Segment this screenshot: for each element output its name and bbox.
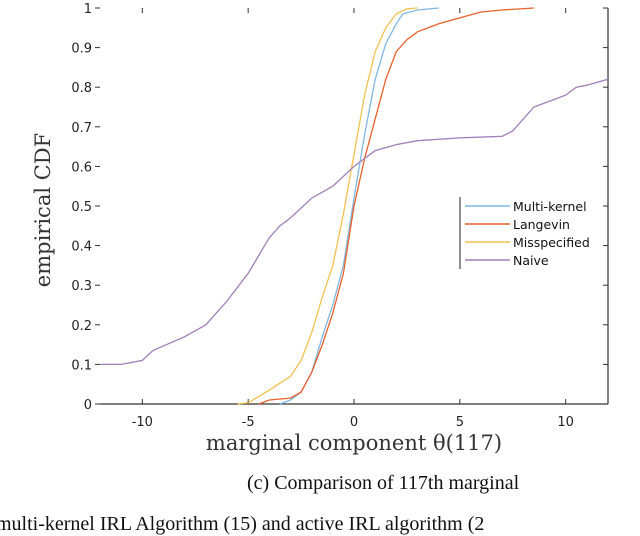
x-tick-label: -5 [242, 415, 255, 430]
legend-label: Langevin [513, 217, 570, 232]
series-line-naive [100, 78, 609, 366]
legend: Multi-kernel Langevin Misspecified Naive [459, 197, 590, 269]
y-tick-label: 0.4 [71, 240, 92, 255]
x-tick-label: 5 [456, 415, 464, 430]
y-tick-label: 0.7 [71, 121, 92, 136]
legend-label: Multi-kernel [513, 199, 587, 214]
y-tick-label: 0.6 [71, 160, 92, 175]
y-tick-label: 0.9 [71, 42, 92, 57]
series-lines [100, 7, 609, 405]
axes: -10 -5 0 5 10 0 0.1 0.2 0.3 0.4 0.5 0.6 0.7 0.8 0.9 1 [71, 2, 609, 430]
body-text: multi-kernel IRL Algorithm (15) and acti… [0, 513, 485, 535]
series-line-langevin [258, 7, 534, 405]
y-tick-label: 0.5 [71, 200, 92, 215]
y-tick-label: 1 [84, 2, 92, 17]
x-tick-label: 10 [557, 415, 574, 430]
x-axis-label: marginal component θ(117) [206, 431, 502, 455]
legend-label: Misspecified [513, 235, 590, 250]
y-tick-label: 0.3 [71, 279, 92, 294]
x-tick-label: -10 [132, 415, 153, 430]
legend-label: Naive [513, 253, 549, 268]
y-tick-label: 0 [84, 398, 92, 413]
y-axis-label: empirical CDF [31, 133, 55, 287]
y-tick-label: 0.2 [71, 319, 92, 334]
y-tick-label: 0.8 [71, 81, 92, 96]
y-tick-label: 0.1 [71, 358, 92, 373]
figure-caption: (c) Comparison of 117th marginal [247, 472, 520, 494]
x-tick-label: 0 [350, 415, 358, 430]
series-line-misspecified [237, 7, 418, 405]
cdf-chart: -10 -5 0 5 10 0 0.1 0.2 0.3 0.4 0.5 0.6 0.7 0.8 0.9 1 M… [31, 2, 609, 455]
